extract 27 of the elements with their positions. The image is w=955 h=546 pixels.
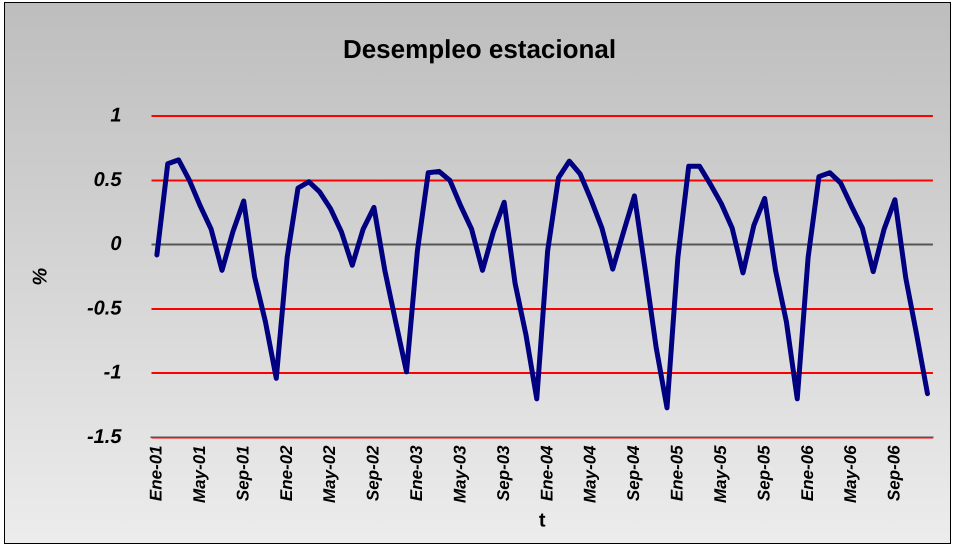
x-tick-label: Sep-02 <box>364 444 383 502</box>
x-tick-label: Sep-05 <box>754 444 774 502</box>
y-tick-label: -1 <box>104 362 122 384</box>
x-tick-label: May-06 <box>841 444 860 503</box>
x-tick-label: May-03 <box>450 444 470 503</box>
x-tick-label: May-05 <box>710 444 730 503</box>
y-tick-label: -1.5 <box>86 426 122 448</box>
x-tick-label: Ene-06 <box>798 444 817 502</box>
x-tick-label: Ene-04 <box>537 444 556 502</box>
x-tick-label: Sep-01 <box>233 445 252 502</box>
y-tick-label: 1 <box>110 104 122 127</box>
x-tick-label: Ene-05 <box>668 444 687 502</box>
y-tick-label: 0.5 <box>94 168 122 191</box>
y-tick-label: 0 <box>110 233 122 256</box>
y-axis-title: % <box>30 268 52 286</box>
x-tick-label: Sep-06 <box>884 444 904 502</box>
x-tick-label: Ene-01 <box>146 445 166 502</box>
x-tick-label: May-04 <box>580 444 600 503</box>
y-tick-label: -0.5 <box>86 297 122 320</box>
chart-title: Desempleo estacional <box>342 34 616 64</box>
x-tick-label: Sep-03 <box>494 444 513 502</box>
x-tick-label: Ene-02 <box>276 444 296 502</box>
x-tick-label: Sep-04 <box>624 444 644 502</box>
x-tick-label: May-02 <box>320 444 340 503</box>
x-axis-title: t <box>538 510 546 532</box>
x-tick-label: May-01 <box>190 445 209 503</box>
x-tick-label: Ene-03 <box>407 444 426 502</box>
